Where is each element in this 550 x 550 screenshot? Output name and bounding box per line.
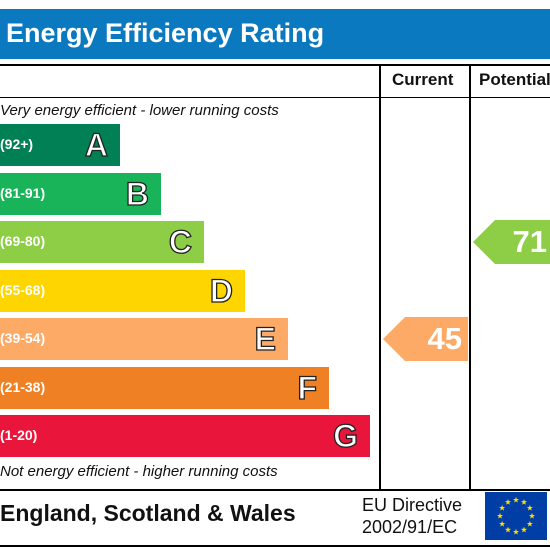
band-g: (1-20) G — [0, 415, 370, 457]
eu-star-icon — [520, 498, 528, 505]
rating-value: 71 — [512, 224, 547, 259]
eu-star-icon — [526, 504, 533, 511]
eu-star-icon — [512, 528, 520, 535]
eu-star-icon — [499, 520, 506, 527]
eu-star-icon — [526, 520, 533, 527]
potential-column-left-line — [469, 64, 471, 491]
band-letter-label: E — [254, 320, 277, 357]
eu-directive-line2: 2002/91/EC — [362, 517, 458, 537]
frame-bottom-line — [0, 545, 550, 547]
band-range-label: (39-54) — [0, 330, 46, 346]
header-bar: Energy Efficiency Rating — [0, 9, 550, 59]
bottom-note: Not energy efficient - higher running co… — [0, 463, 278, 480]
band-range-label: (92+) — [0, 136, 34, 152]
band-letter-label: B — [125, 175, 149, 212]
footer-divider-line — [0, 489, 550, 491]
band-range-label: (69-80) — [0, 233, 46, 249]
band-f: (21-38) F — [0, 366, 329, 409]
top-note: Very energy efficient - lower running co… — [0, 102, 279, 119]
eu-star-icon — [504, 526, 512, 533]
band-letter-label: C — [168, 223, 192, 260]
band-b: (81-91) B — [0, 172, 161, 215]
band-letter-label: D — [209, 272, 233, 309]
chart-title: Energy Efficiency Rating — [6, 18, 325, 48]
eu-star-icon — [504, 498, 512, 505]
eu-star-icon — [499, 504, 506, 511]
eu-star-icon — [528, 512, 536, 519]
current-column-header: Current — [392, 70, 454, 89]
eu-star-icon — [512, 496, 520, 503]
band-range-label: (81-91) — [0, 184, 46, 201]
band-a: (92+) A — [0, 124, 120, 166]
band-letter-label: A — [84, 126, 108, 163]
band-letter-label: G — [332, 417, 358, 454]
eu-flag-icon — [485, 492, 547, 540]
band-range-label: (21-38) — [0, 378, 46, 395]
band-e: (39-54) E — [0, 318, 288, 360]
frame-top-line — [0, 64, 550, 66]
potential-column-header: Potential — [479, 70, 550, 89]
eu-star-icon — [496, 512, 504, 519]
band-range-label: (1-20) — [0, 427, 38, 443]
eu-directive-line1: EU Directive — [362, 495, 463, 515]
band-range-label: (55-68) — [0, 281, 46, 298]
rating-arrow-potential: 71 — [473, 220, 550, 264]
rating-arrow-current: 45 — [383, 317, 468, 361]
band-c: (69-80) C — [0, 221, 204, 263]
rating-value: 45 — [427, 321, 462, 356]
footer-region-text: England, Scotland & Wales — [0, 500, 296, 526]
current-column-left-line — [379, 64, 381, 491]
band-d: (55-68) D — [0, 269, 245, 312]
eu-star-icon — [520, 526, 528, 533]
header-row-divider — [0, 97, 550, 98]
band-letter-label: F — [297, 369, 318, 406]
